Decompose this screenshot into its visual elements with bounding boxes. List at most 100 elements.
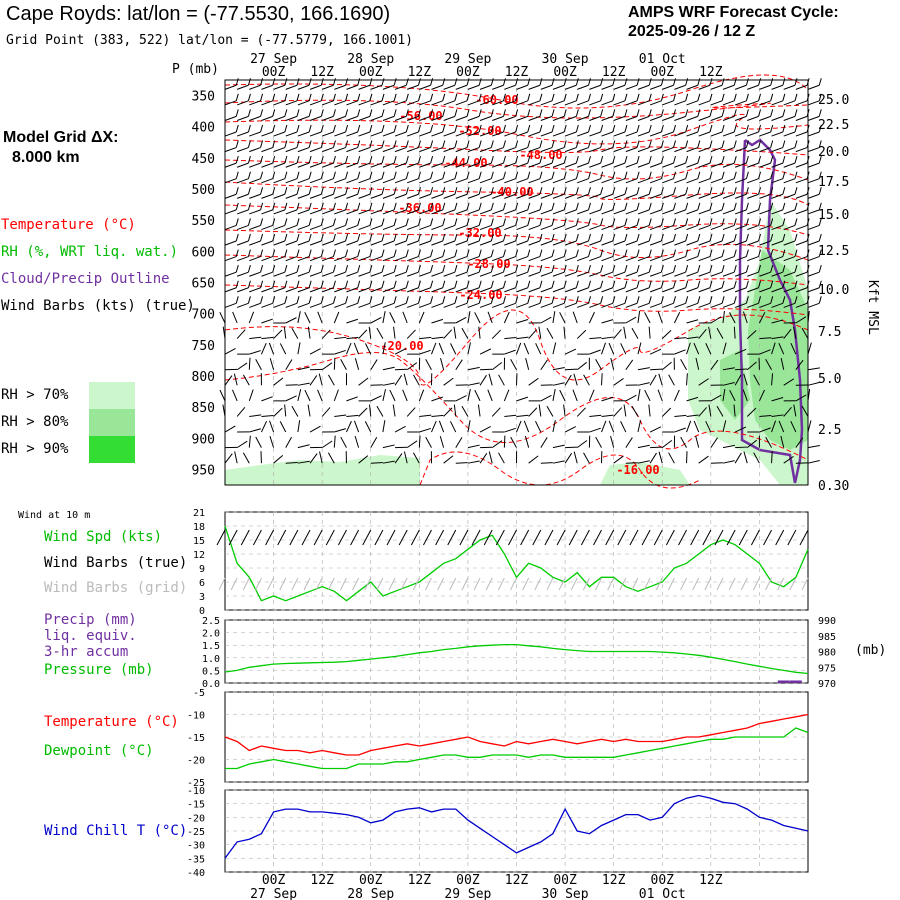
wind-barb-flag [430,249,434,257]
wind-barb [309,209,322,215]
wind-barb-flag [539,109,543,117]
wind-barb-flag [818,155,822,164]
wind-barb-flag [247,280,251,288]
pressure-tick-right: 980 [818,648,836,659]
wind-barb [528,256,541,262]
wind-barb-flag [782,280,786,288]
wind-barb-flag [588,233,591,242]
top-date-label: 27 Sep [250,52,297,67]
grid-wind-barb [777,577,785,591]
wind-barb-flag [515,265,519,273]
wind-barb [334,209,346,215]
wind-barb [261,302,273,308]
surface-wind-barb [750,529,760,546]
wind-barb [236,256,249,262]
wind-barb-flag [454,249,458,257]
wind-barb-flag [405,218,409,226]
wind-barb-flag [600,265,604,273]
wind-barb [261,147,273,153]
wind-barb-flag [454,124,458,133]
wind-barb-flag [320,187,324,195]
wind-barb [637,115,650,121]
wind-barb [705,420,712,433]
wind-barb [747,193,759,199]
wind-barb-flag [296,202,300,210]
wind-barb [753,452,760,464]
wind-barb-flag [588,124,591,133]
wind-barb [588,389,595,402]
rh80-swatch [89,409,135,436]
cycle-date: 2025-09-26 / 12 Z [628,23,756,40]
wind-barb-flag [393,140,397,148]
wind-barb [321,287,334,293]
wind-barb [722,420,727,433]
wind-barb [552,193,565,199]
wind-barb-flag [612,124,616,133]
wind-barb-flag [575,124,579,133]
wind-barb-flag [685,124,689,133]
wind-barb [595,359,602,370]
wind-barb [625,302,638,308]
surface-wind-barb [362,529,372,546]
wind-barb-flag [588,187,591,195]
wind-barb [334,224,346,231]
wind-barb-flag [369,187,373,195]
wind-barb [686,193,698,199]
wind-barb [552,342,557,355]
wind-barb-flag [430,93,434,101]
wind-barb [807,115,820,121]
wind-barb [479,348,492,355]
wind-barb [807,445,820,449]
wind-barb [333,311,340,324]
wind-barb-flag [758,93,762,101]
wind-barb [224,193,237,199]
wind-barb [219,389,226,402]
wind-barb-flag [369,265,373,273]
grid-wind-barb [327,577,335,591]
wind-barb [492,115,504,121]
wind-barb [297,366,310,371]
wind-barb [722,256,735,262]
wind-barb [467,311,471,324]
wind-barb [589,209,601,215]
wind-barb-flag [575,93,579,101]
wind-barb [601,302,613,308]
wind-barb-flag [636,265,640,273]
wind-barb [467,444,480,449]
wind-barb-flag [782,202,786,210]
wind-barb-flag [588,265,591,273]
wind-barb [807,271,820,277]
wind-barb [261,115,273,121]
wind-barb [403,373,408,386]
wind-barb [552,209,565,215]
wind-barb [309,131,322,137]
wind-barb-flag [770,249,774,257]
wind-barb [613,147,626,153]
wind-barb [610,435,615,448]
wind-barb-flag [624,233,628,242]
wind-barb [576,407,586,417]
wind-barb [807,420,812,433]
wind-barb [644,389,651,402]
grid-wind-barb [692,577,700,591]
wind-barb [224,347,236,355]
wind-barb [504,100,516,106]
wind-barb-flag [539,93,543,101]
wind-barb [516,414,529,417]
wind-barb [734,240,747,246]
wind-barb [392,404,396,417]
wind-barb [346,256,358,262]
wind-barb [674,178,686,184]
wind-barb [261,240,273,246]
wind-barb-flag [806,93,810,101]
wind-barb [443,455,454,464]
grid-wind-barb [570,577,578,591]
wind-speed-tick: 9 [199,564,205,575]
wind-barb [540,462,553,464]
wind-barb [649,162,662,168]
wind-barb-flag [758,78,762,86]
wind-barb [321,100,334,106]
wind-barb-flag [405,140,409,148]
wind-barb [637,342,642,355]
wind-barb [722,444,735,449]
